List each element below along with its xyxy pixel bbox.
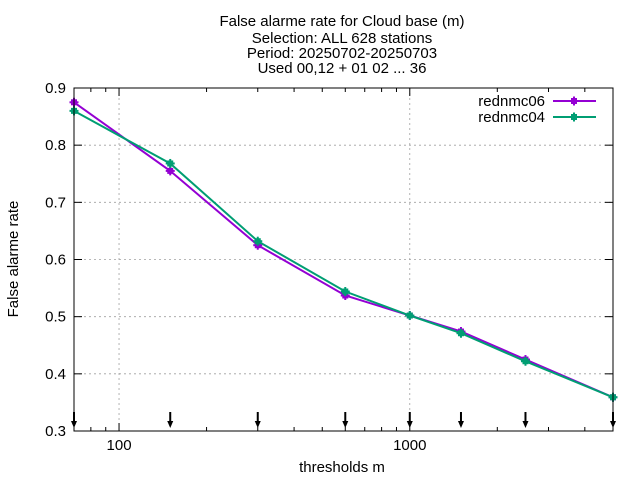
y-tick-label: 0.6 (45, 252, 66, 269)
title-line-2: Selection: ALL 628 stations (252, 30, 432, 47)
chart-title: False alarme rate for Cloud base (m) Sel… (219, 13, 464, 77)
x-axis-label: thresholds m (299, 459, 385, 476)
y-axis-ticks: 0.3 0.4 0.5 0.6 0.7 0.8 0.9 (45, 80, 613, 440)
threshold-marker-head (457, 421, 464, 428)
y-tick-label: 0.7 (45, 194, 66, 211)
threshold-marker-head (167, 421, 174, 428)
threshold-markers (71, 412, 616, 428)
title-line-4: Used 00,12 + 01 02 ... 36 (258, 60, 427, 77)
series-line-rednmc06 (73, 101, 614, 399)
y-tick-label: 0.3 (45, 423, 66, 440)
y-tick-label: 0.4 (45, 366, 66, 383)
series-rednmc06 (69, 97, 618, 402)
y-tick-label: 0.9 (45, 80, 66, 97)
threshold-marker-head (342, 421, 349, 428)
series-group (69, 97, 618, 402)
threshold-marker-head (522, 421, 529, 428)
x-tick-label: 1000 (393, 437, 426, 454)
title-line-1: False alarme rate for Cloud base (m) (219, 13, 464, 30)
legend-label-rednmc04: rednmc04 (478, 109, 545, 126)
x-axis-ticks: 100 1000 (107, 88, 426, 454)
y-axis-label: False alarme rate (5, 201, 22, 318)
threshold-marker-head (254, 421, 261, 428)
title-line-3: Period: 20250702-20250703 (247, 45, 437, 62)
y-tick-label: 0.5 (45, 309, 66, 326)
x-tick-label: 100 (107, 437, 132, 454)
legend-label-rednmc06: rednmc06 (478, 93, 545, 110)
y-tick-label: 0.8 (45, 137, 66, 154)
series-line-rednmc04 (73, 110, 614, 399)
grid (74, 87, 613, 432)
series-rednmc04 (69, 106, 618, 402)
